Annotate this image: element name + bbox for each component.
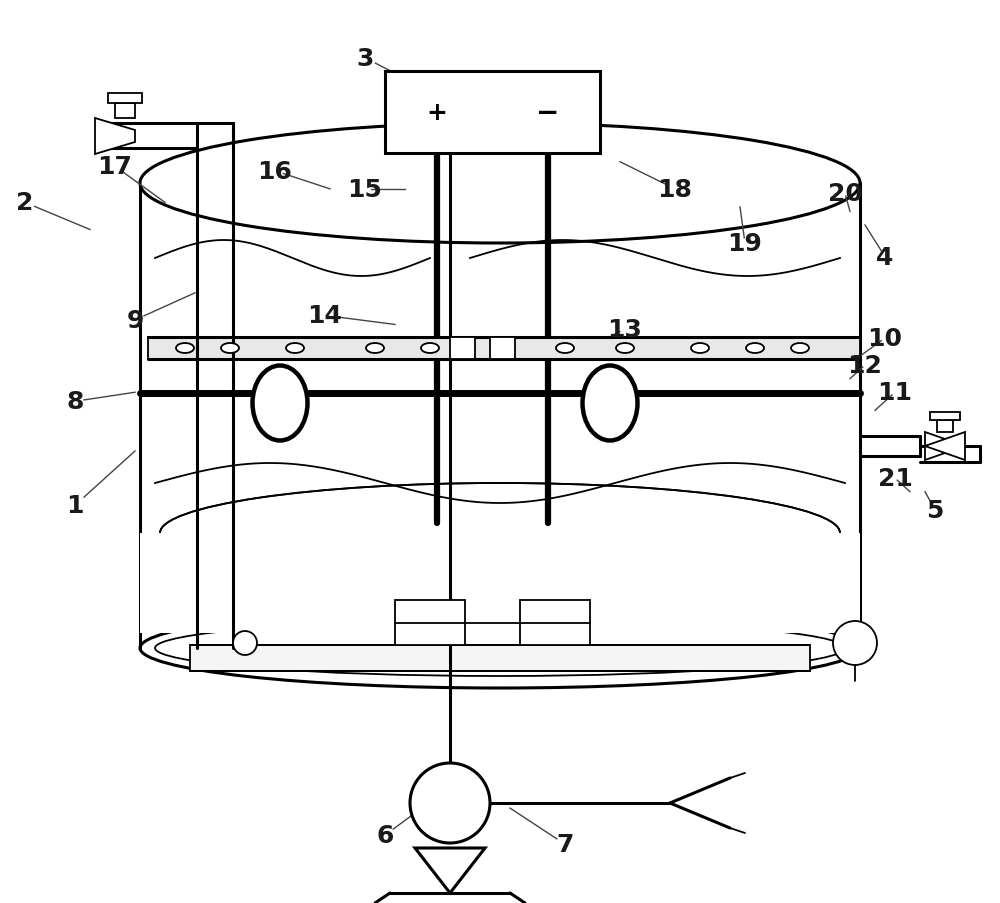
Ellipse shape — [140, 124, 860, 244]
Ellipse shape — [176, 344, 194, 354]
Circle shape — [410, 763, 490, 843]
Text: 18: 18 — [658, 178, 692, 201]
Bar — [490, 338, 515, 359]
Text: 7: 7 — [556, 833, 574, 856]
Bar — [115, 104, 135, 119]
Ellipse shape — [556, 344, 574, 354]
Text: 6: 6 — [376, 824, 394, 847]
Text: −: − — [536, 99, 560, 126]
Text: 19: 19 — [728, 232, 762, 256]
Bar — [190, 646, 810, 671]
Text: +: + — [427, 101, 447, 125]
Bar — [937, 421, 953, 433]
Polygon shape — [925, 433, 965, 461]
Text: 17: 17 — [98, 155, 132, 179]
Ellipse shape — [582, 366, 638, 441]
Polygon shape — [415, 848, 485, 893]
Bar — [930, 413, 960, 421]
Text: 11: 11 — [878, 381, 912, 405]
Text: 21: 21 — [878, 467, 912, 490]
Text: 5: 5 — [926, 498, 944, 522]
Text: 3: 3 — [356, 47, 374, 70]
Ellipse shape — [616, 344, 634, 354]
Text: 1: 1 — [66, 494, 84, 517]
Text: 10: 10 — [868, 327, 902, 350]
Ellipse shape — [221, 344, 239, 354]
Text: 12: 12 — [848, 354, 882, 377]
Ellipse shape — [366, 344, 384, 354]
Text: 8: 8 — [66, 390, 84, 414]
Text: 16: 16 — [258, 160, 292, 183]
Circle shape — [833, 621, 877, 666]
Bar — [148, 338, 860, 359]
Bar — [520, 600, 590, 646]
Polygon shape — [95, 119, 135, 154]
Text: 15: 15 — [348, 178, 382, 201]
Bar — [395, 600, 465, 646]
Text: 2: 2 — [16, 191, 34, 215]
Bar — [450, 338, 475, 359]
Ellipse shape — [746, 344, 764, 354]
Circle shape — [233, 631, 257, 656]
Ellipse shape — [421, 344, 439, 354]
Ellipse shape — [791, 344, 809, 354]
Text: 20: 20 — [828, 182, 862, 206]
Text: 9: 9 — [126, 309, 144, 332]
Bar — [108, 94, 142, 104]
Text: 4: 4 — [876, 246, 894, 269]
Text: 13: 13 — [608, 318, 642, 341]
Text: 14: 14 — [308, 304, 342, 328]
Ellipse shape — [140, 609, 860, 688]
Ellipse shape — [491, 344, 509, 354]
Ellipse shape — [252, 366, 308, 441]
Ellipse shape — [286, 344, 304, 354]
Bar — [140, 534, 860, 633]
Bar — [385, 72, 600, 154]
Ellipse shape — [691, 344, 709, 354]
Polygon shape — [925, 433, 965, 461]
